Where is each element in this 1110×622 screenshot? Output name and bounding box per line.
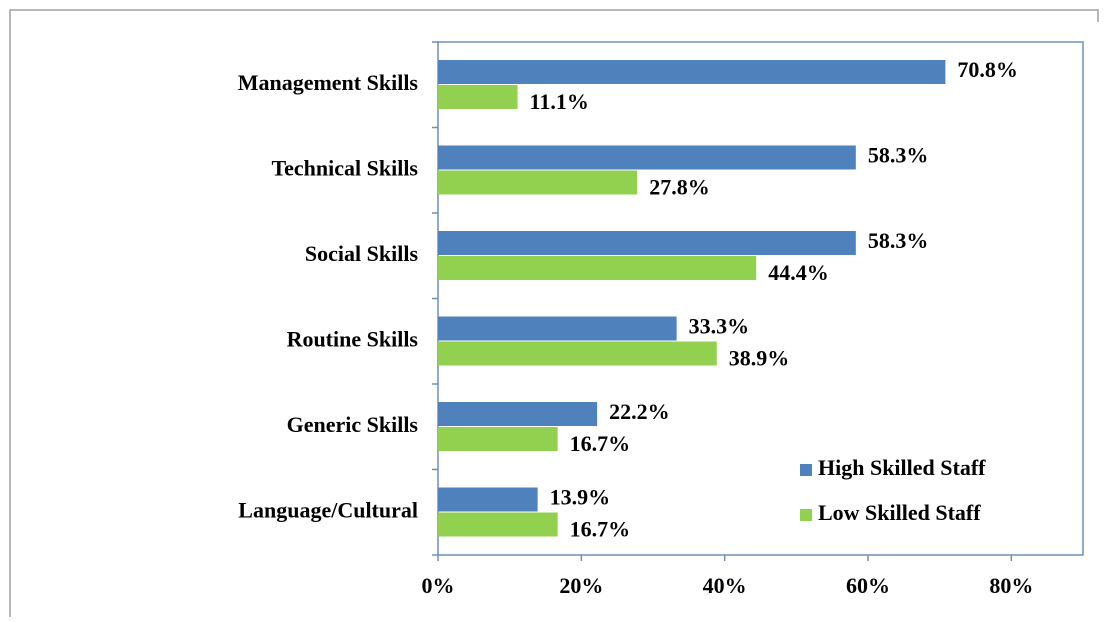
data-label: 70.8% <box>957 57 1018 82</box>
bar <box>438 316 677 341</box>
data-label: 58.3% <box>868 143 929 168</box>
y-tick-label: Management Skills <box>238 70 419 95</box>
data-label: 58.3% <box>868 228 929 253</box>
x-tick-label: 40% <box>703 573 747 598</box>
y-tick-label: Social Skills <box>305 241 419 266</box>
x-tick-label: 80% <box>989 573 1033 598</box>
bar <box>438 256 757 280</box>
data-label: 33.3% <box>689 314 750 339</box>
data-label: 16.7% <box>570 431 631 456</box>
legend-label: High Skilled Staff <box>818 455 986 480</box>
legend-swatch <box>800 509 812 521</box>
y-tick-label: Language/Cultural <box>238 497 418 522</box>
bar <box>438 427 558 451</box>
x-tick-label: 20% <box>559 573 603 598</box>
data-label: 27.8% <box>649 175 710 200</box>
plot-border <box>437 41 1084 556</box>
bar <box>438 145 856 170</box>
y-tick-label: Generic Skills <box>287 412 419 437</box>
data-label: 11.1% <box>530 89 589 114</box>
frame <box>9 9 1099 617</box>
x-tick-label: 0% <box>422 573 455 598</box>
bar <box>438 341 717 366</box>
bar <box>438 85 518 109</box>
bar <box>438 487 538 512</box>
data-label: 22.2% <box>609 399 670 424</box>
bar <box>438 512 558 537</box>
x-tick-label: 60% <box>846 573 890 598</box>
data-label: 38.9% <box>729 346 790 371</box>
legend-label: Low Skilled Staff <box>818 500 981 525</box>
data-label: 16.7% <box>570 517 631 542</box>
data-label: 44.4% <box>768 260 829 285</box>
bar <box>438 231 856 255</box>
bar <box>438 60 946 84</box>
bar <box>438 170 638 195</box>
legend-swatch <box>800 464 812 476</box>
y-tick-label: Routine Skills <box>287 326 419 351</box>
bar <box>438 402 598 426</box>
y-tick-label: Technical Skills <box>271 155 418 180</box>
data-label: 13.9% <box>550 485 611 510</box>
